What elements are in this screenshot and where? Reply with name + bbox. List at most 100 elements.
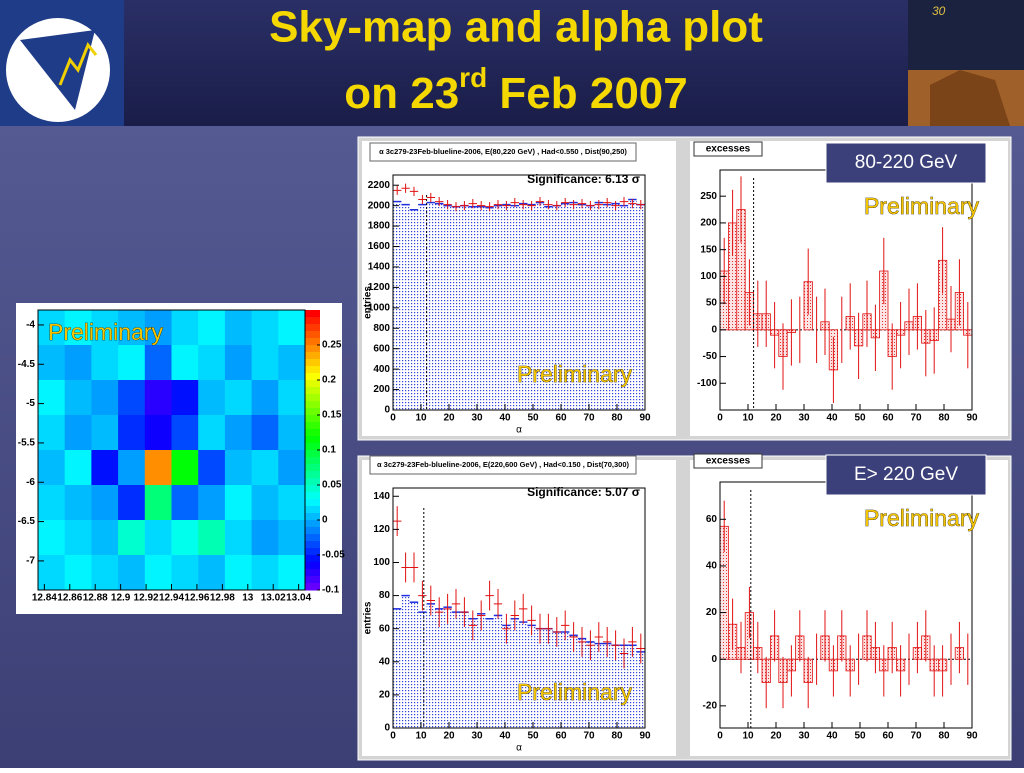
y-tick-label: -6.5 [18, 516, 36, 527]
x-tick-label: 80 [611, 731, 623, 742]
heat-cell [198, 555, 226, 591]
heat-cell [198, 310, 226, 346]
colorbar-step [305, 506, 320, 514]
off-bar [409, 209, 419, 410]
on-point [611, 630, 620, 661]
off-bar [502, 625, 511, 728]
on-point [519, 593, 528, 624]
z-tick-label: 0.1 [322, 445, 336, 456]
on-point [594, 622, 603, 652]
heat-cell [171, 310, 199, 346]
on-point [586, 630, 595, 661]
heat-cell [118, 520, 146, 556]
x-tick-label: 0 [390, 731, 396, 742]
off-bar [418, 204, 427, 410]
x-tick-label: 10 [415, 731, 427, 742]
y-tick-label: -6 [26, 477, 35, 488]
title: on 23rd Feb 2007 [344, 62, 687, 117]
on-point [468, 610, 477, 641]
z-tick-label: 0.05 [322, 480, 342, 491]
on-point [603, 197, 612, 208]
on-point [552, 201, 561, 211]
colorbar-step [305, 380, 320, 388]
heat-cell [278, 415, 306, 451]
plot-frame [392, 487, 646, 729]
y-tick-label: 80 [379, 590, 391, 601]
heat-cell [64, 555, 92, 591]
heat-cell [91, 310, 119, 346]
right-logo: 30 [908, 0, 1024, 126]
colorbar-step [305, 527, 320, 535]
heat-cell [251, 345, 279, 381]
plot-title: α 3c279-23Feb-blueline-2006, E(220,600 G… [377, 460, 630, 469]
x-tick-label: 90 [966, 413, 978, 424]
off-bar [393, 201, 402, 410]
off-bar [393, 608, 402, 728]
heat-cell [144, 380, 172, 416]
on-point [636, 200, 645, 210]
title: Sky-map and alpha plot [269, 3, 763, 52]
x-tick-label: 60 [555, 731, 567, 742]
off-bar [527, 625, 536, 728]
heat-cell [64, 415, 92, 451]
x-tick-label: 12.86 [57, 593, 82, 604]
x-tick-label: 90 [639, 413, 651, 424]
heat-cell [91, 450, 119, 486]
off-bar [451, 206, 461, 410]
title-part: on 23 [344, 69, 459, 118]
x-tick-label: 13.02 [261, 593, 286, 604]
x-tick-label: 50 [527, 413, 539, 424]
on-point [619, 196, 629, 207]
header [0, 0, 1024, 126]
x-tick-label: 13 [242, 593, 254, 604]
heat-cell [171, 520, 199, 556]
y-tick-label: 250 [700, 191, 717, 202]
x-tick-label: 12.9 [111, 593, 131, 604]
heat-cell [91, 555, 119, 591]
z-tick-label: 0.2 [322, 375, 336, 386]
on-point [628, 199, 637, 209]
on-point [477, 600, 486, 631]
y-tick-label: 0 [711, 654, 717, 665]
y-tick-label: 0 [384, 405, 390, 416]
off-bar [493, 615, 503, 728]
heat-cell [91, 520, 119, 556]
colorbar-step [305, 576, 320, 584]
heat-cell [38, 380, 66, 416]
on-point [535, 196, 545, 207]
colorbar-step [305, 555, 320, 563]
x-tick-label: 13.04 [286, 593, 311, 604]
heat-cell [251, 485, 279, 521]
y-tick-label: -5 [26, 398, 35, 409]
off-bar [577, 638, 587, 728]
on-point [527, 605, 536, 636]
y-tick-label: 2000 [368, 200, 391, 211]
colorbar-step [305, 317, 320, 325]
off-bar [535, 202, 545, 410]
off-bar [611, 645, 620, 728]
energy-box [825, 454, 987, 496]
x-tick-label: 12.96 [184, 593, 209, 604]
off-bar [426, 603, 435, 728]
heat-cell [144, 310, 172, 346]
on-point [451, 588, 461, 619]
x-tick-label: 30 [471, 731, 483, 742]
colorbar-step [305, 478, 320, 486]
y-tick-label: 1200 [368, 282, 391, 293]
on-point [485, 580, 494, 611]
heat-cell [144, 485, 172, 521]
y-tick-label: 1800 [368, 221, 391, 232]
heat-cell [224, 450, 253, 486]
heat-cell [198, 520, 226, 556]
colorbar-step [305, 338, 320, 346]
x-tick-label: 0 [390, 413, 396, 424]
x-tick-label: 70 [583, 731, 595, 742]
y-tick-label: -7 [26, 556, 35, 567]
on-point [552, 617, 561, 647]
heat-cell [144, 450, 172, 486]
y-tick-label: 1400 [368, 262, 391, 273]
heat-cell [144, 415, 172, 451]
x-tick-label: 40 [826, 731, 838, 742]
heat-cell [171, 485, 199, 521]
